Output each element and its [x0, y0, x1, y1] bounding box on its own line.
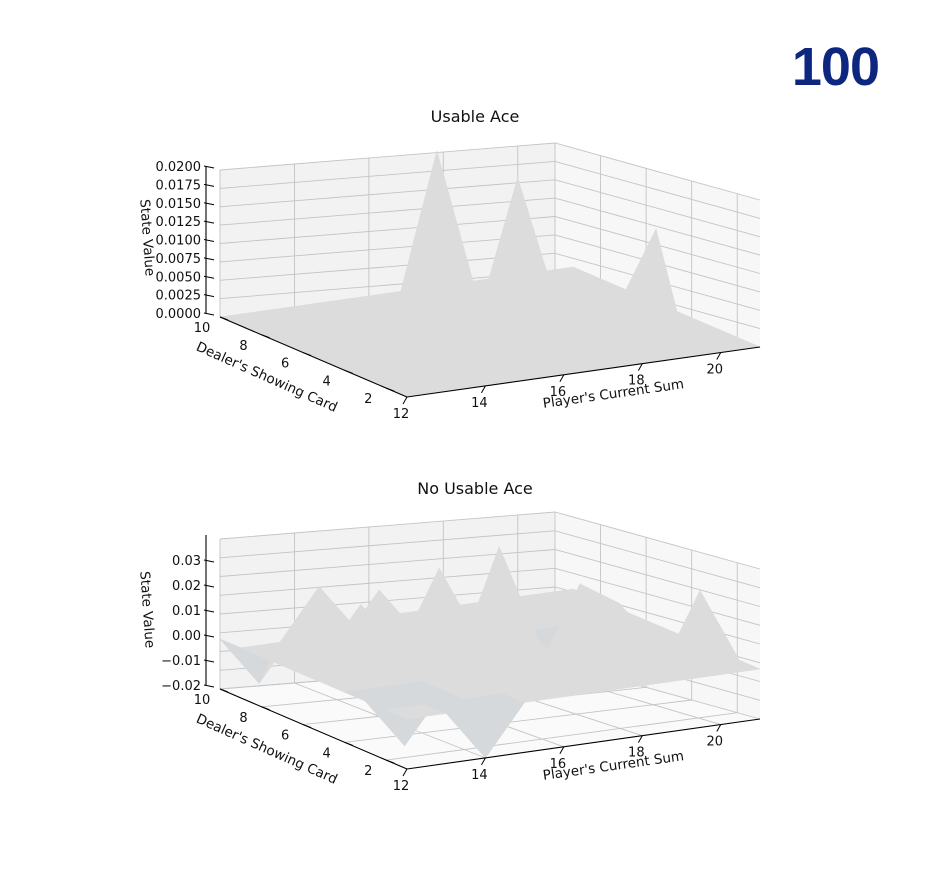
- y-tick-label: 8: [239, 711, 247, 726]
- z-tick: [203, 584, 215, 588]
- z-tick-label: −0.01: [161, 654, 201, 669]
- z-tick: [203, 239, 215, 242]
- episode-count-label: 100: [791, 37, 880, 97]
- y-axis-line: [219, 688, 408, 770]
- z-tick-label: 0.0075: [156, 252, 202, 267]
- no-usable-ace-plot: 12 14 16 18 20 2 4 6 8 10−0.02 −0.01 0.00 0.01 0.02 0.…: [136, 479, 762, 794]
- usable-ace-plot: 12 14 16 18 20 2 4 6 8 100.0000 0.0025 0.0050 0.0075…: [136, 107, 762, 422]
- z-tick-label: 0.0150: [156, 197, 202, 212]
- x-tick-label: 18: [628, 374, 645, 389]
- y-tick-label: 6: [281, 357, 289, 372]
- x-tick: [637, 363, 643, 371]
- y-tick: [219, 688, 229, 693]
- y-tick: [302, 352, 312, 357]
- y-tick-label: 4: [323, 374, 331, 389]
- z-tick: [203, 294, 215, 298]
- z-tick: [203, 559, 215, 563]
- z-tick-label: 0.0125: [156, 215, 202, 230]
- x-tick: [559, 746, 565, 755]
- x-tick-label: 12: [393, 407, 410, 422]
- x-tick: [559, 374, 565, 383]
- y-tick: [219, 316, 229, 321]
- y-tick: [302, 724, 312, 729]
- z-tick: [203, 659, 215, 663]
- x-axis-line: [406, 346, 761, 398]
- y-tick: [386, 387, 395, 392]
- z-tick-label: 0.00: [172, 629, 201, 644]
- surface-patch: [699, 590, 762, 675]
- y-tick: [344, 741, 353, 746]
- x-tick-label: 20: [707, 735, 724, 750]
- y-tick: [344, 369, 353, 374]
- z-tick: [203, 275, 215, 279]
- z-tick-label: 0.0025: [156, 289, 202, 304]
- z-tick: [203, 684, 215, 688]
- y-axis-line: [219, 316, 408, 398]
- z-tick: [203, 634, 215, 638]
- x-tick-label: 14: [471, 396, 488, 411]
- z-tick-label: 0.0050: [156, 270, 202, 285]
- x-tick: [402, 396, 408, 405]
- z-tick: [203, 609, 215, 613]
- x-tick: [402, 768, 408, 777]
- z-tick-label: 0.0200: [156, 160, 202, 175]
- value-surface: [219, 545, 762, 759]
- z-tick-label: 0.01: [172, 604, 201, 619]
- y-tick-label: 2: [364, 392, 372, 407]
- x-tick-label: 20: [707, 363, 724, 378]
- z-tick-label: 0.0175: [156, 178, 202, 193]
- y-tick-label: 4: [323, 746, 331, 761]
- x-tick-label: 16: [550, 385, 567, 400]
- z-tick: [203, 257, 215, 261]
- z-tick-label: 0.03: [172, 554, 201, 569]
- z-tick-label: −0.02: [161, 679, 201, 694]
- z-tick: [203, 312, 215, 316]
- y-tick: [261, 706, 270, 711]
- y-tick-label: 2: [364, 764, 372, 779]
- floor-gridline: [386, 712, 738, 761]
- z-axis-label: State Value: [136, 199, 157, 277]
- x-tick: [716, 352, 722, 360]
- z-tick: [203, 220, 215, 224]
- y-tick-label: 10: [194, 693, 211, 708]
- x-tick-label: 12: [393, 779, 410, 794]
- z-axis-label: State Value: [136, 571, 157, 649]
- x-tick-label: 18: [628, 746, 645, 761]
- x-axis-label: Player's Current Sum: [542, 376, 685, 412]
- y-tick-label: 6: [281, 729, 289, 744]
- x-tick-label: 14: [471, 768, 488, 783]
- z-tick: [203, 202, 215, 206]
- x-axis-line: [406, 718, 761, 770]
- y-tick: [386, 759, 395, 764]
- x-tick: [716, 724, 722, 732]
- value-surface: [218, 151, 762, 398]
- x-tick-label: 16: [550, 757, 567, 772]
- x-axis-label: Player's Current Sum: [542, 748, 685, 784]
- z-tick: [203, 165, 215, 169]
- y-tick: [261, 334, 270, 339]
- z-tick-label: 0.0000: [156, 307, 202, 322]
- y-tick-label: 10: [194, 321, 211, 336]
- x-tick: [637, 735, 643, 743]
- y-tick-label: 8: [239, 339, 247, 354]
- x-tick: [481, 385, 486, 394]
- z-tick-label: 0.02: [172, 579, 201, 594]
- chart-title: No Usable Ace: [417, 479, 533, 498]
- x-tick: [481, 757, 486, 766]
- z-tick-label: 0.0100: [156, 234, 202, 249]
- chart-title: Usable Ace: [431, 107, 520, 126]
- z-tick: [203, 183, 215, 187]
